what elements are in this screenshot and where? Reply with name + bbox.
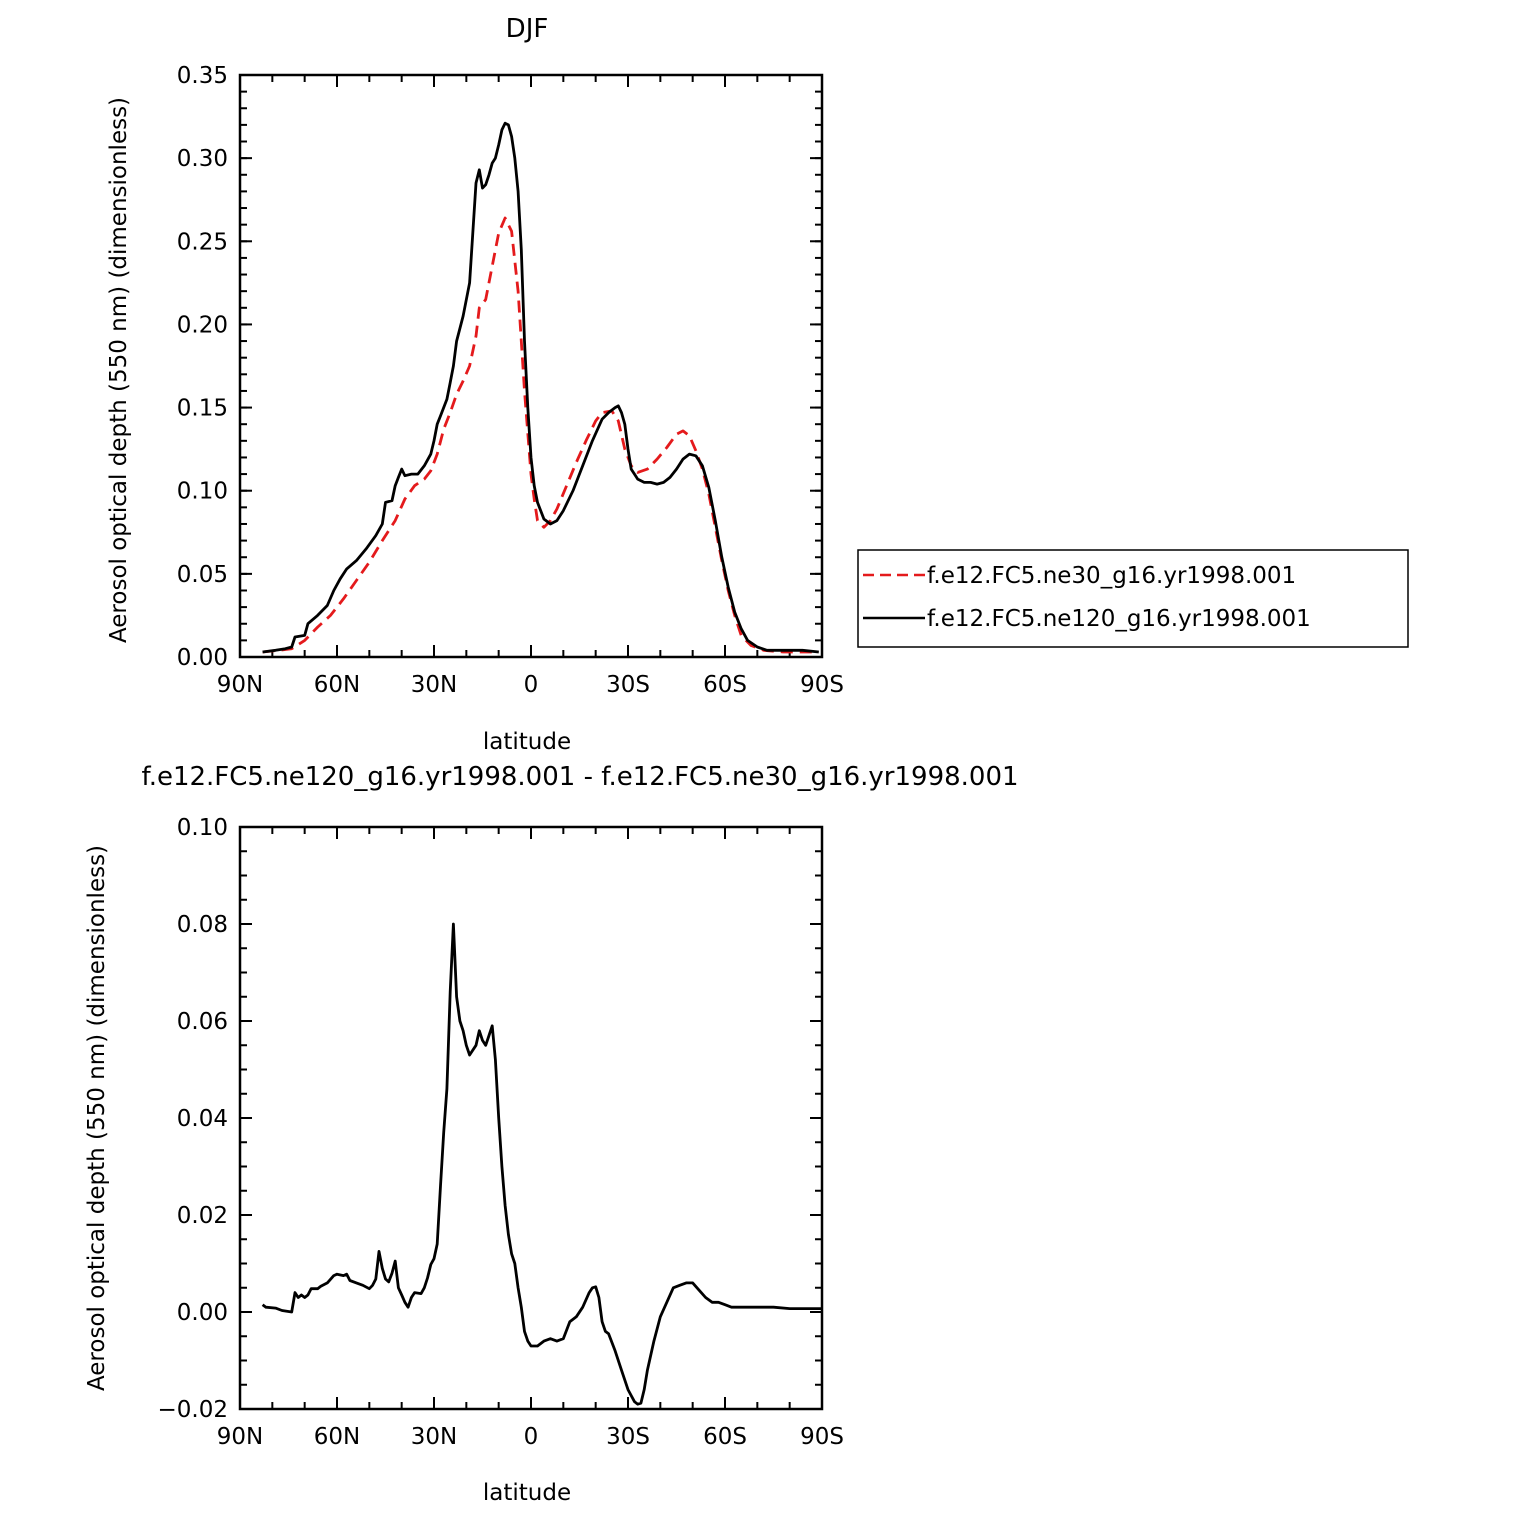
bottom-x-tick-label: 60S xyxy=(703,1424,747,1450)
bottom-y-tick-label: 0.06 xyxy=(177,1009,228,1035)
bottom-plot-frame xyxy=(238,825,824,1411)
bottom-x-tick-label: 90S xyxy=(800,1424,844,1450)
bottom-series-line-0 xyxy=(261,922,822,1406)
bottom-y-tick-label: 0.00 xyxy=(177,1300,228,1326)
bottom-x-tick-label: 90N xyxy=(217,1424,263,1450)
top-y-tick-label: 0.00 xyxy=(177,645,228,671)
bottom-x-tick-label: 30S xyxy=(606,1424,650,1450)
top-x-tick-label: 60S xyxy=(703,672,747,698)
top-x-tick-label: 30N xyxy=(411,672,457,698)
top-x-tick-label: 0 xyxy=(524,672,539,698)
bottom-panel-title: f.e12.FC5.ne120_g16.yr1998.001 - f.e12.F… xyxy=(141,762,1018,792)
bottom-panel: latitude Aerosol optical depth (550 nm) … xyxy=(84,762,1019,1506)
top-y-tick-label: 0.35 xyxy=(177,63,228,89)
bottom-x-axis-label: latitude xyxy=(483,1480,571,1506)
bottom-x-tick-label: 0 xyxy=(524,1424,539,1450)
legend-label-ne30: f.e12.FC5.ne30_g16.yr1998.001 xyxy=(927,563,1296,589)
bottom-x-tick-label: 30N xyxy=(411,1424,457,1450)
top-y-tick-label: 0.25 xyxy=(177,229,228,255)
bottom-x-tick-label: 60N xyxy=(314,1424,360,1450)
top-x-tick-label: 30S xyxy=(606,672,650,698)
legend: f.e12.FC5.ne30_g16.yr1998.001 f.e12.FC5.… xyxy=(857,549,1409,648)
legend-label-ne120: f.e12.FC5.ne120_g16.yr1998.001 xyxy=(927,606,1311,632)
top-x-tick-label: 90N xyxy=(217,672,263,698)
top-y-tick-label: 0.05 xyxy=(177,562,228,588)
top-plot-frame xyxy=(238,73,824,659)
top-series-line-0 xyxy=(262,216,819,654)
top-x-tick-label: 90S xyxy=(800,672,844,698)
top-y-tick-label: 0.10 xyxy=(177,479,228,505)
top-y-axis-label: Aerosol optical depth (550 nm) (dimensio… xyxy=(106,97,132,643)
bottom-y-tick-label: −0.02 xyxy=(158,1397,228,1423)
bottom-y-tick-label: 0.10 xyxy=(177,815,228,841)
bottom-y-tick-label: 0.08 xyxy=(177,912,228,938)
top-y-tick-label: 0.15 xyxy=(177,396,228,422)
bottom-y-tick-label: 0.04 xyxy=(177,1106,228,1132)
legend-box xyxy=(857,549,1409,648)
bottom-y-axis-label: Aerosol optical depth (550 nm) (dimensio… xyxy=(84,845,110,1391)
top-panel: DJF latitude Aerosol optical depth (550 … xyxy=(106,14,844,755)
top-panel-title: DJF xyxy=(506,14,549,44)
top-y-tick-label: 0.30 xyxy=(177,146,228,172)
top-x-axis-label: latitude xyxy=(483,729,571,755)
bottom-y-tick-label: 0.02 xyxy=(177,1203,228,1229)
top-x-tick-label: 60N xyxy=(314,672,360,698)
top-series-line-1 xyxy=(262,121,819,654)
top-y-tick-label: 0.20 xyxy=(177,312,228,338)
